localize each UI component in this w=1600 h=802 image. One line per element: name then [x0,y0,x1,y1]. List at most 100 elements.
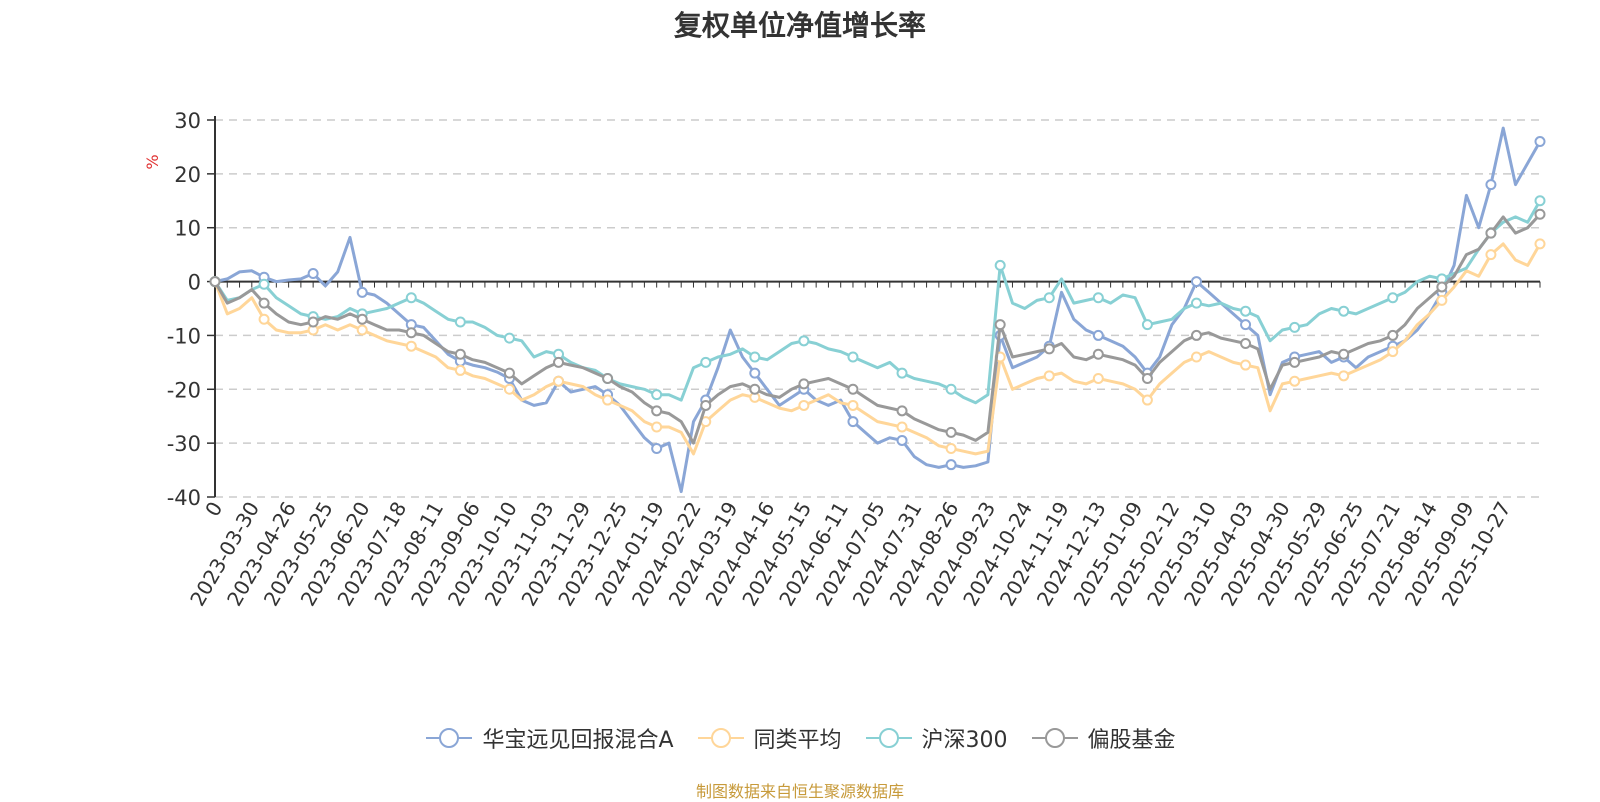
data-point [1043,370,1055,382]
data-point [1534,136,1546,148]
data-point [896,434,908,446]
data-point [798,335,810,347]
data-point [503,383,515,395]
data-point [209,276,221,288]
data-point [307,316,319,328]
data-point [1387,346,1399,358]
data-point [356,286,368,298]
data-point [651,443,663,455]
y-tick-label: 0 [188,271,201,295]
data-point [1092,373,1104,385]
data-point [602,394,614,406]
data-point [798,399,810,411]
legend-item-equity-funds[interactable]: 偏股基金 [1030,722,1176,754]
y-tick-label: 30 [174,109,201,133]
series-line-fund [214,126,1542,494]
data-point [1141,319,1153,331]
data-point [994,319,1006,331]
chart-title: 复权单位净值增长率 [673,9,926,42]
legend-line-circle-icon [697,728,744,748]
data-source-note: 制图数据来自恒生聚源数据库 [695,782,904,801]
data-point [700,399,712,411]
data-point [307,267,319,279]
legend-line-circle-icon [426,728,473,748]
data-point [700,356,712,368]
data-point [1485,249,1497,261]
data-point [454,316,466,328]
data-point [1240,338,1252,350]
data-point [405,327,417,339]
data-point [454,364,466,376]
data-point [1338,370,1350,382]
data-point [1485,227,1497,239]
data-point [945,383,957,395]
data-point [651,389,663,401]
legend-item-csi300[interactable]: 沪深300 [864,722,1008,754]
data-point [405,292,417,304]
y-tick-label: -20 [167,378,201,402]
series-equity-funds [209,208,1546,445]
data-point [1240,359,1252,371]
data-point [847,399,859,411]
data-point [1436,281,1448,293]
data-point [1387,329,1399,341]
data-point [1092,329,1104,341]
data-point [503,367,515,379]
series-line-equity-funds [213,213,1542,445]
y-tick-label: 10 [174,217,201,241]
data-point [749,351,761,363]
data-point [1190,329,1202,341]
data-point [1190,351,1202,363]
data-point [749,383,761,395]
data-point [258,297,270,309]
data-point [749,367,761,379]
data-point [258,278,270,290]
data-point [258,313,270,325]
legend-item-peer-average[interactable]: 同类平均 [696,722,842,754]
data-point [602,373,614,385]
data-point [847,351,859,363]
data-point [1289,356,1301,368]
data-point [896,421,908,433]
x-tick-label: 0 [200,498,227,521]
y-tick-label: 20 [174,163,201,187]
data-point [994,259,1006,271]
data-point [1043,343,1055,355]
data-point [945,459,957,471]
data-point [945,426,957,438]
legend: 华宝远见回报混合A 同类平均 沪深300 偏股基金 [0,722,1600,754]
data-point [1485,179,1497,191]
legend-label-peer-average: 同类平均 [753,728,842,753]
data-point [553,375,565,387]
data-point [356,313,368,325]
data-point [1338,305,1350,317]
data-point [356,324,368,336]
y-tick-label: -30 [167,432,201,456]
data-point [405,340,417,352]
data-point [1141,394,1153,406]
y-tick-label: -40 [167,486,201,510]
data-point [651,421,663,433]
series-peer-average [209,238,1546,456]
data-point [798,378,810,390]
series-group [209,126,1546,494]
data-point [847,416,859,428]
series-line-peer-average [213,242,1542,456]
data-point [1338,348,1350,360]
data-point [896,367,908,379]
legend-item-fund[interactable]: 华宝远见回报混合A [424,722,674,754]
data-point [1092,292,1104,304]
y-axis-label: % [143,154,162,169]
data-point [945,443,957,455]
data-point [1240,305,1252,317]
data-point [847,383,859,395]
data-point [1240,319,1252,331]
data-point [1141,373,1153,385]
data-point [1534,208,1546,220]
legend-line-circle-icon [865,728,912,748]
legend-label-fund: 华宝远见回报混合A [482,728,674,753]
data-point [651,405,663,417]
data-point [1043,292,1055,304]
legend-label-csi300: 沪深300 [921,728,1008,753]
data-point [1387,292,1399,304]
